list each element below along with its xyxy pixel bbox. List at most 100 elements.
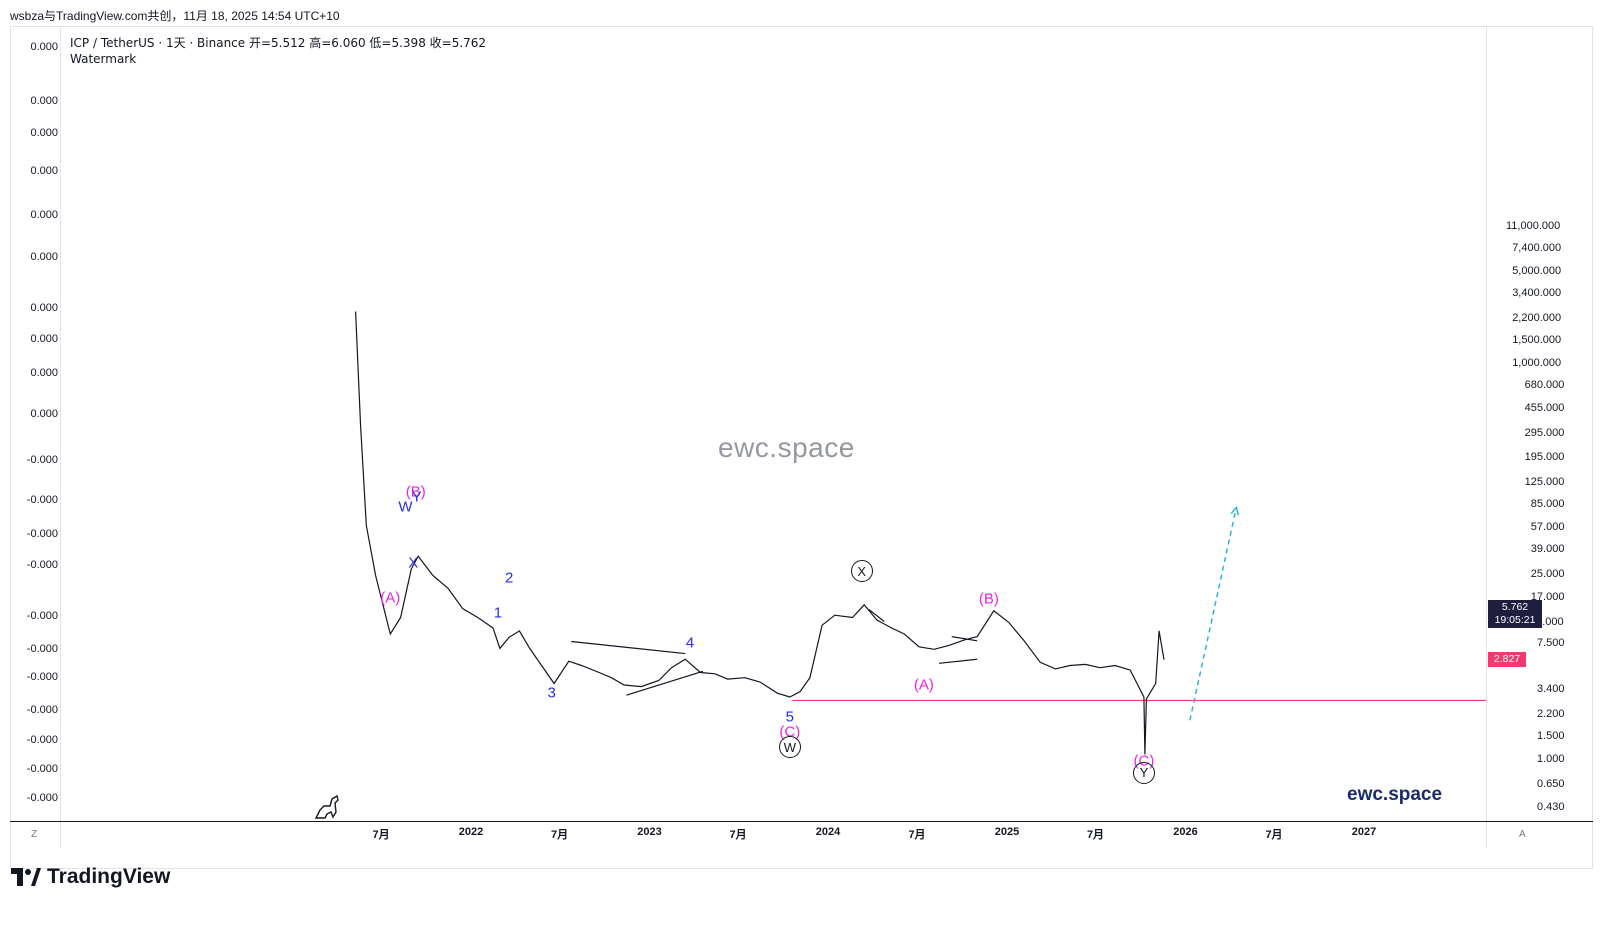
wave-label: (A) bbox=[913, 676, 934, 694]
time-axis-tick: 2023 bbox=[637, 826, 662, 838]
left-axis-tick: -0.000 bbox=[26, 704, 58, 716]
right-axis-tick: 5,000.000 bbox=[1512, 264, 1562, 277]
right-axis-tick: 195.000 bbox=[1524, 450, 1565, 463]
projection-arrow-head bbox=[1230, 505, 1240, 516]
trendline-4 bbox=[938, 658, 978, 664]
left-axis-tick: 0.000 bbox=[30, 333, 58, 345]
wave-label: (B) bbox=[405, 483, 426, 501]
price-series bbox=[355, 311, 1165, 755]
left-axis-divider bbox=[60, 26, 61, 848]
right-axis-tick: 0.430 bbox=[1537, 801, 1565, 814]
left-axis-tick: 0.000 bbox=[30, 408, 58, 420]
right-axis-tick: 1,000.000 bbox=[1512, 357, 1562, 369]
auto-scale-toggle[interactable]: A bbox=[1519, 829, 1526, 840]
left-axis-tick: 0.000 bbox=[30, 41, 58, 53]
left-axis-tick: -0.000 bbox=[26, 494, 58, 506]
time-axis-tick: 7月 bbox=[1086, 829, 1105, 841]
right-axis-tick: 17.000 bbox=[1530, 590, 1565, 603]
left-axis-tick: -0.000 bbox=[26, 454, 58, 466]
time-axis-tick: 2022 bbox=[458, 826, 484, 838]
right-axis-tick: 455.000 bbox=[1524, 402, 1565, 415]
left-axis-tick: -0.000 bbox=[26, 528, 58, 540]
circled-wave-label: Y bbox=[1132, 761, 1155, 784]
right-axis-tick: 2,200.000 bbox=[1512, 311, 1562, 324]
right-axis-tick: 57.000 bbox=[1530, 521, 1565, 534]
left-axis-tick: 0.000 bbox=[30, 251, 58, 263]
left-axis-tick: 0.000 bbox=[30, 209, 58, 221]
log-toggle[interactable]: Z bbox=[31, 829, 38, 840]
dinosaur-icon bbox=[314, 794, 339, 819]
bar-countdown: 19:05:21 bbox=[1494, 614, 1536, 626]
trendline-0 bbox=[571, 640, 686, 655]
chart-frame bbox=[10, 26, 1593, 869]
right-axis-tick: 39.000 bbox=[1530, 542, 1565, 555]
trendline-3 bbox=[951, 636, 978, 642]
left-axis-tick: 0.000 bbox=[30, 127, 58, 139]
wave-label: X bbox=[408, 554, 419, 572]
time-axis-tick: 7月 bbox=[908, 829, 926, 841]
snapshot-caption: wsbza与TradingView.com共创，11月 18, 2025 14:… bbox=[10, 9, 340, 23]
left-axis-tick: -0.000 bbox=[26, 643, 58, 655]
trendline-2 bbox=[868, 609, 885, 622]
time-axis-divider bbox=[10, 821, 1593, 822]
circled-wave-label: W bbox=[778, 736, 801, 759]
time-axis-tick: 7月 bbox=[372, 829, 390, 841]
left-axis-tick: -0.000 bbox=[26, 671, 58, 683]
brand-watermark: ewc.space bbox=[1347, 784, 1443, 805]
time-axis-tick: 7月 bbox=[550, 829, 569, 841]
right-axis-tick: 3,400.000 bbox=[1512, 286, 1562, 299]
right-axis-tick: 11,000.000 bbox=[1506, 219, 1561, 232]
support-level-tag: 2.827 bbox=[1488, 652, 1526, 667]
time-axis-tick: 2024 bbox=[815, 826, 841, 838]
right-axis-tick: 85.000 bbox=[1530, 498, 1565, 511]
time-axis-tick: 2025 bbox=[994, 826, 1020, 838]
right-axis-tick: 295.000 bbox=[1524, 426, 1565, 439]
circled-wave-label: X bbox=[850, 560, 873, 583]
trendline-1 bbox=[626, 670, 703, 696]
wave-label: 4 bbox=[685, 634, 695, 652]
right-axis-tick: 25.000 bbox=[1530, 568, 1565, 581]
right-axis-tick: 1.500 bbox=[1537, 729, 1565, 742]
right-axis-tick: 1.000 bbox=[1537, 753, 1565, 765]
left-axis-tick: -0.000 bbox=[26, 610, 58, 622]
right-axis-tick: 7,400.000 bbox=[1512, 242, 1562, 255]
right-axis-tick: 680.000 bbox=[1524, 379, 1565, 392]
time-axis-tick: 2027 bbox=[1351, 826, 1377, 838]
last-price-tag: 5.762 19:05:21 bbox=[1488, 600, 1542, 628]
wave-label: (B) bbox=[978, 590, 999, 608]
projection-arrow bbox=[1189, 507, 1238, 721]
left-axis-tick: -0.000 bbox=[26, 763, 58, 775]
wave-label: 1 bbox=[493, 604, 503, 622]
wave-label: (A) bbox=[380, 589, 401, 607]
wave-label: 2 bbox=[504, 569, 514, 587]
tradingview-logo[interactable]: TradingView bbox=[11, 865, 170, 889]
center-watermark: ewc.space bbox=[718, 432, 855, 463]
left-axis-tick: 0.000 bbox=[30, 165, 58, 177]
left-axis-tick: -0.000 bbox=[26, 559, 58, 571]
legend-watermark-line[interactable]: Watermark bbox=[70, 52, 137, 66]
left-axis-tick: 0.000 bbox=[30, 302, 58, 314]
right-axis-tick: 7.500 bbox=[1537, 637, 1565, 650]
legend-line[interactable]: ICP / TetherUS · 1天 · Binance 开=5.512 高=… bbox=[70, 36, 487, 50]
left-axis-tick: -0.000 bbox=[26, 792, 58, 804]
wave-label: Y bbox=[411, 488, 422, 506]
left-axis-tick: 0.000 bbox=[30, 95, 58, 107]
time-axis-tick: 7月 bbox=[729, 829, 747, 841]
time-axis-tick: 2026 bbox=[1173, 826, 1198, 838]
tradingview-brand: TradingView bbox=[47, 865, 171, 888]
wave-label: 5 bbox=[785, 708, 795, 726]
right-axis-tick: 125.000 bbox=[1524, 476, 1565, 489]
left-axis-tick: -0.000 bbox=[26, 734, 58, 746]
right-axis-tick: 3.400 bbox=[1537, 682, 1565, 695]
right-axis-tick: 1,500.000 bbox=[1512, 333, 1562, 346]
right-axis-tick: 2.200 bbox=[1537, 707, 1565, 720]
wave-label: W bbox=[398, 498, 413, 516]
tradingview-logo-icon bbox=[11, 868, 41, 886]
left-axis-tick: 0.000 bbox=[30, 367, 58, 379]
right-axis-divider bbox=[1486, 26, 1487, 848]
last-price-value: 5.762 bbox=[1501, 601, 1529, 613]
right-axis-tick: 0.650 bbox=[1537, 777, 1565, 790]
wave-label: 3 bbox=[547, 684, 556, 702]
time-axis-tick: 7月 bbox=[1265, 829, 1283, 841]
